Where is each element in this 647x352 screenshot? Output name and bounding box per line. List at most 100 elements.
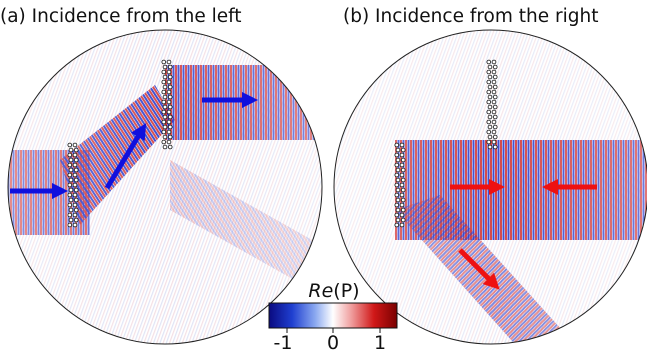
- scatterer: [400, 207, 406, 213]
- scatterer: [394, 202, 400, 208]
- scatterer: [67, 212, 73, 218]
- scatterer: [486, 119, 492, 125]
- colorbar-gradient: [268, 302, 398, 329]
- scatterer: [72, 142, 78, 148]
- scatterer: [73, 167, 79, 173]
- scatterer: [161, 69, 167, 75]
- scatterer: [73, 207, 79, 213]
- scatterer: [486, 99, 492, 105]
- scatterer: [486, 129, 492, 135]
- scatterer: [486, 109, 492, 115]
- scatterer: [487, 64, 493, 70]
- scatterer: [167, 114, 173, 120]
- scatterer: [67, 222, 73, 228]
- scatterer: [487, 114, 493, 120]
- panel-b-scatterer-array-left: [394, 142, 406, 228]
- scatterer: [487, 124, 493, 130]
- scatterer: [167, 124, 173, 130]
- scatterer: [167, 84, 173, 90]
- scatterer: [487, 144, 493, 150]
- scatterer: [492, 114, 498, 120]
- scatterer: [67, 182, 73, 188]
- scatterer: [67, 152, 73, 158]
- scatterer: [394, 192, 400, 198]
- scatterer: [73, 217, 79, 223]
- scatterer: [162, 134, 168, 140]
- scatterer: [167, 64, 173, 70]
- scatterer: [162, 84, 168, 90]
- scatterer: [400, 187, 406, 193]
- scatterer: [492, 124, 498, 130]
- scatterer: [166, 79, 172, 85]
- panel-a-title: (a) Incidence from the left: [0, 6, 242, 27]
- scatterer: [73, 177, 79, 183]
- scatterer: [68, 217, 74, 223]
- scatterer: [491, 89, 497, 95]
- scatterer: [394, 222, 400, 228]
- scatterer: [492, 94, 498, 100]
- scatterer: [400, 167, 406, 173]
- scatterer: [400, 217, 406, 223]
- scatterer: [166, 69, 172, 75]
- panel-b-deflected-arrow-icon: [458, 248, 500, 290]
- scatterer: [394, 162, 400, 168]
- scatterer: [395, 187, 401, 193]
- scatterer: [167, 94, 173, 100]
- scatterer: [399, 192, 405, 198]
- scatterer: [492, 104, 498, 110]
- scatterer: [67, 162, 73, 168]
- panel-a-scatterer-array-left: [67, 142, 79, 228]
- scatterer: [72, 222, 78, 228]
- scatterer: [399, 172, 405, 178]
- scatterer: [400, 177, 406, 183]
- panel-a-boundary: [7, 29, 323, 345]
- scatterer: [492, 84, 498, 90]
- scatterer: [68, 177, 74, 183]
- scatterer: [491, 69, 497, 75]
- scatterer: [486, 89, 492, 95]
- scatterer: [395, 147, 401, 153]
- scatterer: [395, 157, 401, 163]
- colorbar-tick-min: -1: [274, 332, 293, 352]
- scatterer: [73, 157, 79, 163]
- scatterer: [395, 177, 401, 183]
- scatterer: [162, 104, 168, 110]
- scatterer: [394, 152, 400, 158]
- scatterer: [166, 129, 172, 135]
- panel-a-scatterer-array-top: [161, 59, 173, 150]
- scatterer: [167, 104, 173, 110]
- scatterer: [162, 64, 168, 70]
- scatterer: [492, 144, 498, 150]
- scatterer: [399, 202, 405, 208]
- scatterer: [73, 187, 79, 193]
- scatterer: [395, 197, 401, 203]
- scatterer: [491, 79, 497, 85]
- scatterer: [399, 212, 405, 218]
- scatterer: [68, 167, 74, 173]
- scatterer: [487, 74, 493, 80]
- scatterer: [166, 99, 172, 105]
- panel-b-scatterer-array-top: [486, 59, 498, 150]
- panel-b-title: (b) Incidence from the right: [343, 6, 598, 27]
- scatterer: [492, 74, 498, 80]
- scatterer: [491, 109, 497, 115]
- scatterer: [161, 89, 167, 95]
- scatterer: [67, 172, 73, 178]
- scatterer: [394, 142, 400, 148]
- scatterer: [395, 207, 401, 213]
- colorbar-title: Re(P): [308, 280, 359, 302]
- colorbar: Re(P) -1 0 1: [268, 280, 398, 352]
- scatterer: [400, 147, 406, 153]
- scatterer: [68, 207, 74, 213]
- scatterer: [162, 114, 168, 120]
- scatterer: [399, 142, 405, 148]
- scatterer: [166, 89, 172, 95]
- scatterer: [486, 79, 492, 85]
- scatterer: [486, 139, 492, 145]
- scatterer: [492, 134, 498, 140]
- scatterer: [394, 172, 400, 178]
- scatterer: [487, 104, 493, 110]
- colorbar-tick-max: 1: [374, 332, 386, 352]
- scatterer: [486, 59, 492, 65]
- scatterer: [72, 172, 78, 178]
